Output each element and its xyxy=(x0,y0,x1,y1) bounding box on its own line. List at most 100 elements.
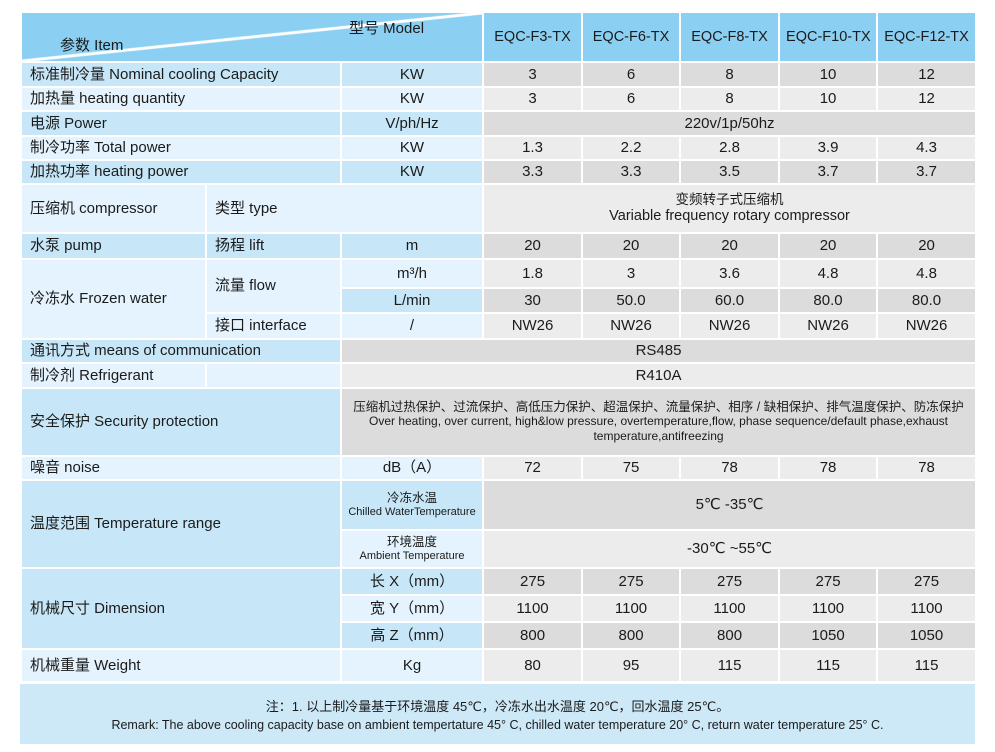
spec-table: 型号 Model 参数 Item EQC-F3-TX EQC-F6-TX EQC… xyxy=(19,11,978,683)
merged-value-cell: 220v/1p/50hz xyxy=(482,110,978,137)
value-cell: NW26 xyxy=(679,312,781,340)
merged-value-cell: 5℃ -35℃ xyxy=(482,479,978,531)
value-cell: 4.8 xyxy=(876,258,978,289)
value-cell: 12 xyxy=(876,61,978,88)
value-cell: 115 xyxy=(876,648,978,683)
value-cell: 30 xyxy=(482,287,584,314)
value-cell: 72 xyxy=(482,455,584,481)
value-cell: 2.8 xyxy=(679,135,781,161)
chilled-water-label-en: Chilled WaterTemperature xyxy=(348,505,476,518)
value-cell: 3 xyxy=(581,258,682,289)
row-label: 制冷功率 Total power xyxy=(20,135,342,161)
spacer-cell xyxy=(205,362,342,389)
unit-cell: KW xyxy=(339,86,485,112)
value-cell: 8 xyxy=(679,86,781,112)
unit-cell: m xyxy=(339,232,485,260)
group-label: 温度范围 Temperature range xyxy=(20,479,342,569)
row-total-power: 制冷功率 Total power KW 1.3 2.2 2.8 3.9 4.3 xyxy=(20,135,978,161)
row-label: 制冷剂 Refrigerant xyxy=(20,362,207,389)
row-chilled-water-temp: 温度范围 Temperature range 冷冻水温 Chilled Wate… xyxy=(20,479,978,569)
chilled-water-label-zh: 冷冻水温 xyxy=(387,491,438,506)
security-text-en: Over heating, over current, high&low pre… xyxy=(369,414,949,444)
value-cell: 80.0 xyxy=(876,287,978,314)
row-heating-power: 加热功率 heating power KW 3.3 3.3 3.5 3.7 3.… xyxy=(20,159,978,185)
merged-value-cell: 变频转子式压缩机 Variable frequency rotary compr… xyxy=(482,183,978,234)
item-header-label: 参数 Item xyxy=(60,36,124,54)
compressor-type-en: Variable frequency rotary compressor xyxy=(609,207,850,224)
group-label: 冷冻水 Frozen water xyxy=(20,258,207,340)
unit-cell: KW xyxy=(339,61,485,88)
value-cell: NW26 xyxy=(482,312,584,340)
value-cell: 10 xyxy=(778,61,879,88)
value-cell: 800 xyxy=(679,621,781,650)
row-label: 噪音 noise xyxy=(20,455,342,481)
header-row: 型号 Model 参数 Item EQC-F3-TX EQC-F6-TX EQC… xyxy=(19,11,978,63)
sub-label: 类型 type xyxy=(204,183,485,234)
unit-cell: Kg xyxy=(339,648,485,683)
sub-label: 长 X（mm） xyxy=(339,567,485,596)
row-weight: 机械重量 Weight Kg 80 95 115 115 115 xyxy=(20,648,978,683)
model-header-label: 型号 Model xyxy=(349,20,425,37)
value-cell: 1.8 xyxy=(482,258,584,289)
sub-label: 冷冻水温 Chilled WaterTemperature xyxy=(339,479,485,531)
footnote-line-en: Remark: The above cooling capacity base … xyxy=(111,718,884,732)
sub-label: 环境温度 Ambient Temperature xyxy=(339,529,485,569)
unit-cell: KW xyxy=(339,159,485,185)
value-cell: 20 xyxy=(778,232,879,260)
value-cell: 275 xyxy=(581,567,682,596)
value-cell: NW26 xyxy=(876,312,978,340)
value-cell: 78 xyxy=(778,455,879,481)
sub-label: 接口 interface xyxy=(205,312,342,340)
value-cell: NW26 xyxy=(778,312,879,340)
merged-value-cell: 压缩机过热保护、过流保护、高低压力保护、超温保护、流量保护、相序 / 缺相保护、… xyxy=(339,387,978,457)
value-cell: 3.7 xyxy=(876,159,978,185)
value-cell: 1050 xyxy=(876,621,978,650)
row-cooling-capacity: 标准制冷量 Nominal cooling Capacity KW 3 6 8 … xyxy=(20,61,978,88)
footnote-line-zh: 注：1. 以上制冷量基于环境温度 45℃，冷冻水出水温度 20℃，回水温度 25… xyxy=(265,699,730,714)
value-cell: 3.3 xyxy=(581,159,682,185)
row-communication: 通讯方式 means of communication RS485 xyxy=(20,338,978,364)
row-pump: 水泵 pump 扬程 lift m 20 20 20 20 20 xyxy=(20,232,978,260)
value-cell: 800 xyxy=(482,621,584,650)
value-cell: 60.0 xyxy=(679,287,781,314)
row-compressor: 压缩机 compressor 类型 type 变频转子式压缩机 Variable… xyxy=(20,183,978,234)
sub-label: 扬程 lift xyxy=(205,232,342,260)
ambient-label-zh: 环境温度 xyxy=(387,535,438,550)
unit-cell: L/min xyxy=(339,287,485,314)
unit-cell: KW xyxy=(339,135,485,161)
row-security: 安全保护 Security protection 压缩机过热保护、过流保护、高低… xyxy=(20,387,978,457)
value-cell: 115 xyxy=(778,648,879,683)
row-dimension-x: 机械尺寸 Dimension 长 X（mm） 275 275 275 275 2… xyxy=(20,567,978,650)
value-cell: 275 xyxy=(876,567,978,596)
value-cell: 1100 xyxy=(581,594,682,623)
sub-label: 流量 flow xyxy=(205,258,342,314)
value-cell: 20 xyxy=(679,232,781,260)
value-cell: 20 xyxy=(581,232,682,260)
unit-cell: m³/h xyxy=(339,258,485,289)
value-cell: 2.2 xyxy=(581,135,682,161)
compressor-type-zh: 变频转子式压缩机 xyxy=(675,192,784,208)
row-ambient-temp: 环境温度 Ambient Temperature -30℃ ~55℃ xyxy=(21,529,978,569)
model-column-header: EQC-F12-TX xyxy=(876,11,978,63)
value-cell: 78 xyxy=(876,455,978,481)
value-cell: 80.0 xyxy=(778,287,879,314)
row-label: 加热量 heating quantity xyxy=(20,86,342,112)
row-heating-quantity: 加热量 heating quantity KW 3 6 8 10 12 xyxy=(20,86,978,112)
value-cell: 275 xyxy=(679,567,781,596)
value-cell: 20 xyxy=(482,232,584,260)
value-cell: 95 xyxy=(581,648,682,683)
row-label: 压缩机 compressor xyxy=(20,183,207,234)
value-cell: NW26 xyxy=(581,312,682,340)
value-cell: 75 xyxy=(581,455,682,481)
unit-cell: V/ph/Hz xyxy=(339,110,485,137)
unit-cell: dB（A） xyxy=(339,455,485,481)
unit-cell: / xyxy=(339,312,485,340)
value-cell: 1.3 xyxy=(482,135,584,161)
value-cell: 3.3 xyxy=(482,159,584,185)
value-cell: 78 xyxy=(679,455,781,481)
value-cell: 8 xyxy=(679,61,781,88)
value-cell: 1100 xyxy=(679,594,781,623)
ambient-label-en: Ambient Temperature xyxy=(359,549,465,562)
row-label: 安全保护 Security protection xyxy=(20,387,342,457)
